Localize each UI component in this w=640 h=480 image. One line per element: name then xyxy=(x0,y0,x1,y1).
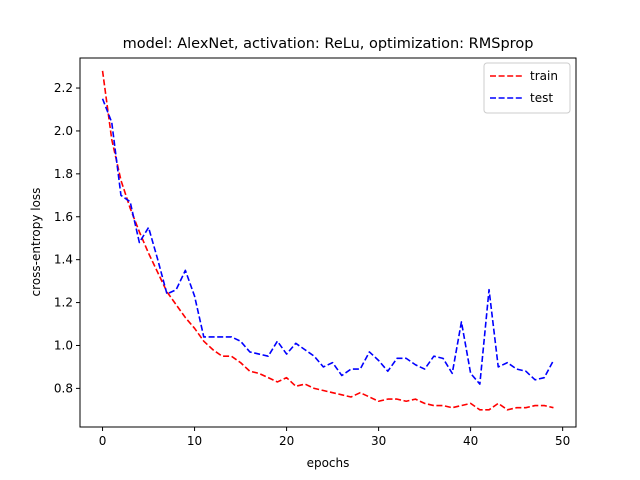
plot-area xyxy=(101,70,555,411)
x-tick-label: 40 xyxy=(463,434,478,448)
y-tick-label: 2.0 xyxy=(54,124,73,138)
y-tick-label: 1.0 xyxy=(54,338,73,352)
y-tick-label: 0.8 xyxy=(54,381,73,395)
y-tick-label: 1.4 xyxy=(54,253,73,267)
y-tick-label: 2.2 xyxy=(54,81,73,95)
legend-label-test: test xyxy=(530,91,553,105)
axes-frame xyxy=(79,57,577,428)
x-tick-label: 10 xyxy=(187,434,202,448)
y-axis: 0.8 1.0 1.2 1.4 1.6 1.8 2.0 2.2 xyxy=(54,81,80,395)
series-line-test xyxy=(101,98,555,385)
y-axis-label: cross-entropy loss xyxy=(29,188,43,297)
legend-box xyxy=(483,62,571,114)
series-line-train xyxy=(101,70,554,411)
chart-title: model: AlexNet, activation: ReLu, optimi… xyxy=(123,36,534,52)
x-tick-label: 0 xyxy=(99,434,107,448)
x-tick-label: 30 xyxy=(371,434,386,448)
y-tick-label: 1.6 xyxy=(54,210,73,224)
y-tick-label: 1.2 xyxy=(54,296,73,310)
y-tick-label: 1.8 xyxy=(54,167,73,181)
x-axis: 0 10 20 30 40 50 xyxy=(99,427,570,448)
x-axis-label: epochs xyxy=(307,456,350,470)
legend-label-train: train xyxy=(530,69,558,83)
x-tick-label: 20 xyxy=(279,434,294,448)
x-tick-label: 50 xyxy=(555,434,570,448)
legend: train test xyxy=(483,62,571,114)
